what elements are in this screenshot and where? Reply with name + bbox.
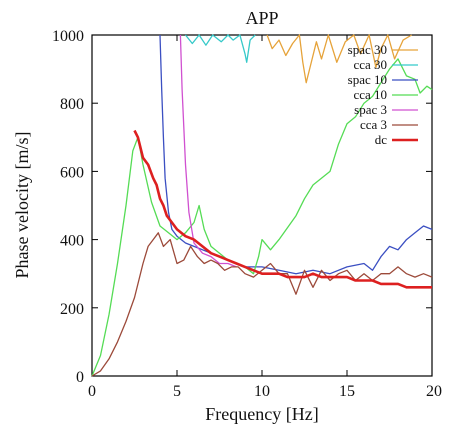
series-line-dc xyxy=(133,129,432,289)
y-tick-label: 200 xyxy=(60,301,84,318)
series-line-spac-30 xyxy=(266,34,412,84)
legend-label: dc xyxy=(375,132,388,147)
legend-label: spac 10 xyxy=(348,72,387,87)
x-tick-label: 10 xyxy=(254,383,270,400)
series-layer xyxy=(91,34,433,377)
x-tick-label: 5 xyxy=(173,383,181,400)
y-tick-label: 400 xyxy=(60,233,84,250)
x-tick-label: 0 xyxy=(88,383,96,400)
y-axis-label: Phase velocity [m/s] xyxy=(12,132,32,279)
legend-label: spac 3 xyxy=(354,102,387,117)
x-tick-label: 15 xyxy=(339,383,355,400)
series-line-spac-10 xyxy=(159,34,433,275)
y-tick-label: 0 xyxy=(76,369,84,386)
series-line-spac-3 xyxy=(179,34,237,268)
x-axis-label: Frequency [Hz] xyxy=(205,404,318,424)
y-tick-label: 600 xyxy=(60,164,84,181)
y-tick-label: 1000 xyxy=(52,28,84,45)
legend-label: spac 30 xyxy=(348,42,387,57)
legend-label: cca 30 xyxy=(353,57,387,72)
series-line-cca-10 xyxy=(91,58,433,377)
series-line-cca-3 xyxy=(91,232,433,377)
chart-title: APP xyxy=(245,8,278,28)
series-line-cca-30 xyxy=(184,34,256,63)
y-tick-label: 800 xyxy=(60,96,84,113)
legend-label: cca 10 xyxy=(353,87,387,102)
legend-label: cca 3 xyxy=(360,117,387,132)
x-tick-label: 20 xyxy=(426,383,442,400)
